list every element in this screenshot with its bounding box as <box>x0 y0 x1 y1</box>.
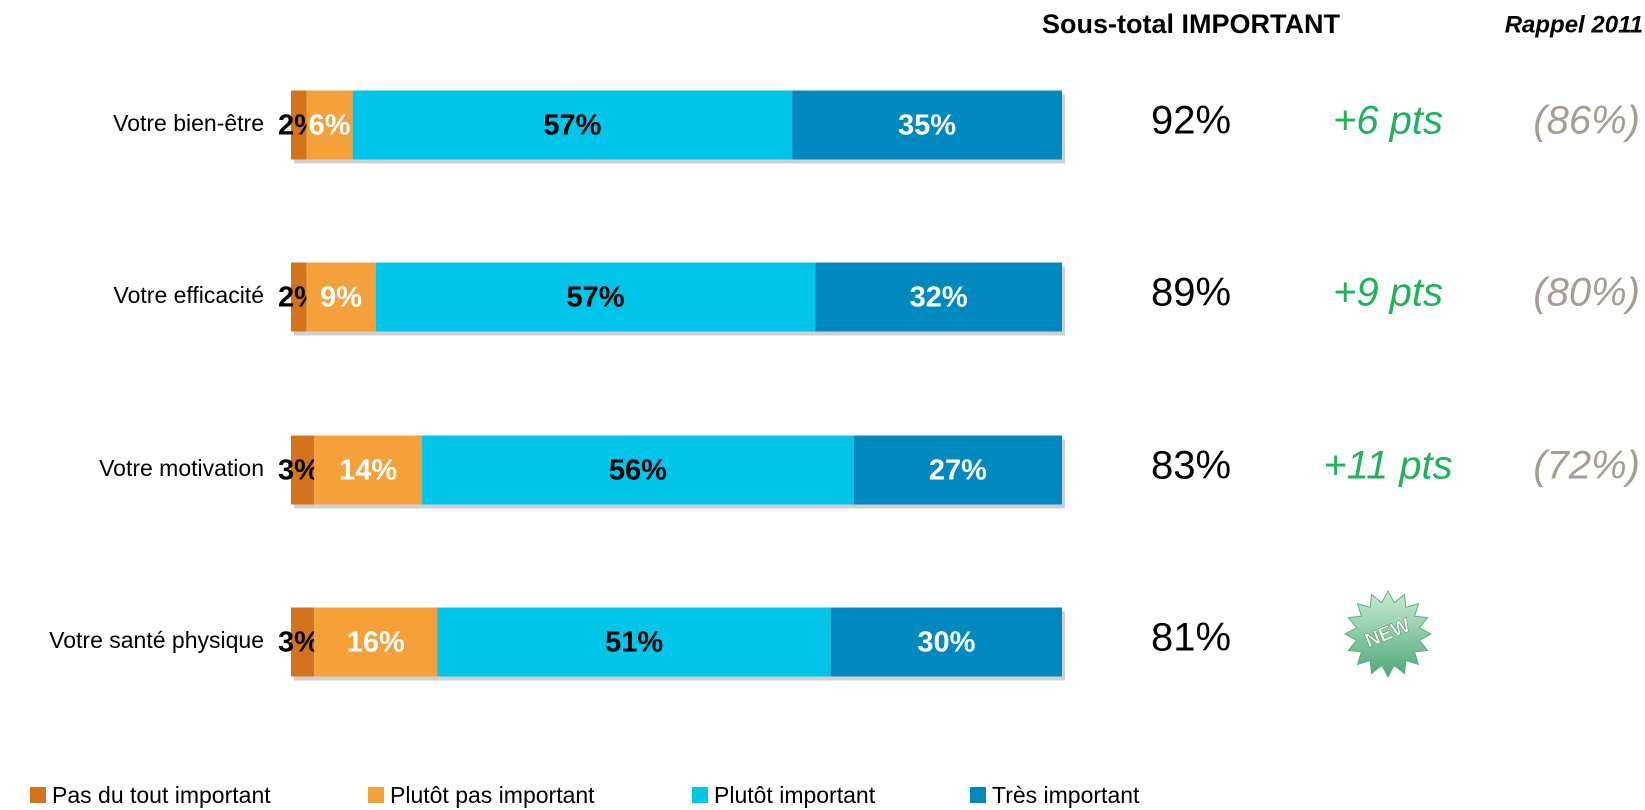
bar-value-label: 57% <box>567 282 625 314</box>
column-value: 92% <box>1151 99 1231 143</box>
legend-label: Plutôt pas important <box>390 782 595 808</box>
category-label: Votre bien-être <box>113 110 264 136</box>
new-badge <box>1343 589 1433 679</box>
column-value: +9 pts <box>1333 271 1443 315</box>
column-value: +6 pts <box>1333 99 1443 143</box>
bar-segment <box>291 607 315 677</box>
legend-label: Plutôt important <box>714 782 876 808</box>
legend-swatch <box>970 787 986 803</box>
bar-value-label: 6% <box>309 110 351 142</box>
bar-segment <box>291 90 307 160</box>
column-value: 81% <box>1151 616 1231 660</box>
bar-segment <box>352 90 793 160</box>
bar-segment <box>437 607 831 677</box>
bar-segment <box>375 262 816 332</box>
column-value: +11 pts <box>1323 444 1452 488</box>
bar-value-label: 57% <box>543 110 601 142</box>
bar-segment <box>314 435 423 505</box>
bar-value-label: 14% <box>339 455 397 487</box>
category-label: Votre santé physique <box>49 627 264 653</box>
bar-segment <box>830 607 1062 677</box>
legend-swatch <box>692 787 708 803</box>
bar-value-label: 35% <box>898 110 956 142</box>
bar-segment <box>792 90 1062 160</box>
legend-swatch <box>368 787 384 803</box>
bar-segment <box>422 435 854 505</box>
bar-value-label: 32% <box>910 282 968 314</box>
bar-value-label: 16% <box>347 627 405 659</box>
bar-value-label: 9% <box>320 282 362 314</box>
category-label: Votre efficacité <box>114 282 264 308</box>
bar-value-label: 56% <box>609 455 667 487</box>
column-value: (86%) <box>1533 99 1640 143</box>
legend-swatch <box>30 787 46 803</box>
bar-segment <box>306 90 353 160</box>
bar-segment <box>291 262 307 332</box>
column-value: 89% <box>1151 271 1231 315</box>
column-header: Rappel 2011 <box>1505 11 1643 38</box>
legend-label: Pas du tout important <box>52 782 271 808</box>
column-value: (72%) <box>1533 444 1640 488</box>
column-value: (80%) <box>1533 271 1640 315</box>
bar-segment <box>815 262 1062 332</box>
bar-value-label: 51% <box>605 627 663 659</box>
bar-segment <box>306 262 376 332</box>
legend-label: Très important <box>992 782 1140 808</box>
bar-segment <box>314 607 438 677</box>
bar-segment <box>291 435 315 505</box>
bar-value-label: 3% <box>278 455 320 487</box>
bar-segment <box>853 435 1062 505</box>
bar-value-label: 27% <box>929 455 987 487</box>
column-value: 83% <box>1151 444 1231 488</box>
bar-value-label: 3% <box>278 627 320 659</box>
category-label: Votre motivation <box>99 455 264 481</box>
bar-value-label: 30% <box>917 627 975 659</box>
column-header: Sous-total IMPORTANT <box>1042 9 1340 39</box>
